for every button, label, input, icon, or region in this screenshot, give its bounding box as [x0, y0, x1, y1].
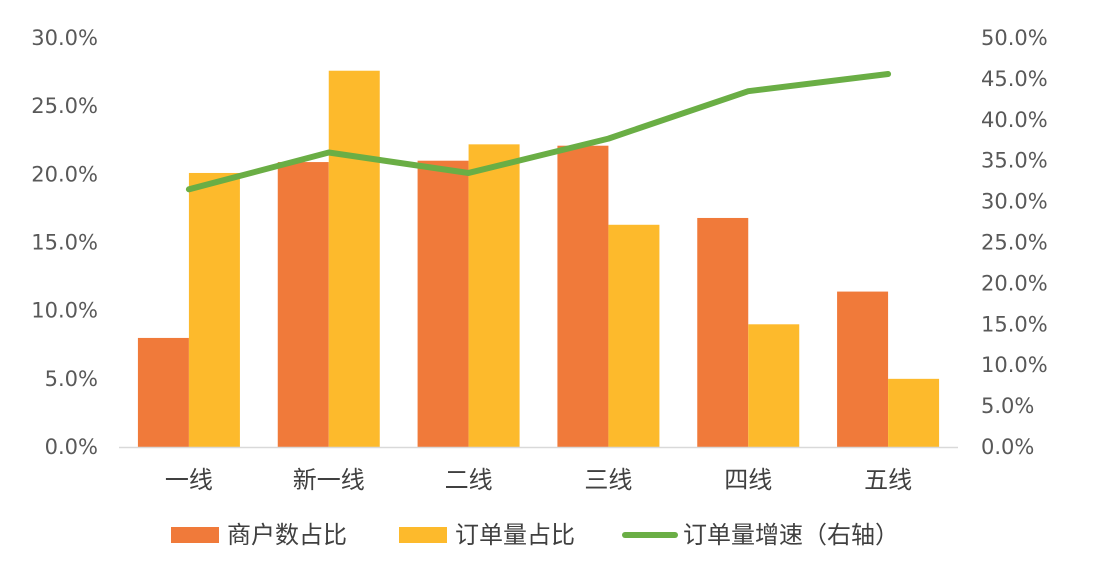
bar-merchant-share-4 [697, 217, 749, 447]
y-left-tick-label: 15.0% [31, 231, 98, 255]
bar-order-share-0 [188, 172, 240, 447]
y-right-tick-label: 25.0% [981, 231, 1048, 255]
y-left-tick-label: 5.0% [45, 367, 98, 391]
legend: 商户数占比 订单量占比 订单量增速（右轴） [171, 521, 899, 549]
y-right-tick-label: 45.0% [981, 67, 1048, 91]
y-right-tick-label: 20.0% [981, 271, 1048, 295]
legend-swatch-1 [399, 527, 447, 543]
x-tick-label: 四线 [724, 466, 772, 494]
x-tick-label: 新一线 [293, 466, 365, 494]
legend-swatch-0 [171, 527, 219, 543]
bar-merchant-share-3 [557, 145, 609, 447]
bars-layer [137, 70, 940, 447]
x-tick-label: 五线 [864, 466, 912, 494]
y-left-tick-label: 10.0% [31, 299, 98, 323]
y-right-tick-label: 15.0% [981, 312, 1048, 336]
y-right-tick-label: 50.0% [981, 26, 1048, 50]
bar-order-share-2 [468, 144, 520, 447]
bar-merchant-share-5 [837, 291, 889, 447]
line-order-growth [185, 70, 892, 193]
bar-order-share-5 [888, 378, 940, 447]
line-layer [185, 70, 892, 193]
y-right-tick-label: 40.0% [981, 108, 1048, 132]
y-right-tick-label: 10.0% [981, 353, 1048, 377]
bar-merchant-share-2 [417, 160, 469, 447]
x-tick-label: 三线 [584, 466, 632, 494]
legend-label-1: 订单量占比 [455, 521, 575, 549]
y-left-tick-label: 25.0% [31, 94, 98, 118]
y-right-tick-label: 0.0% [981, 435, 1034, 459]
x-tick-label: 一线 [165, 466, 213, 494]
y-left-tick-label: 0.0% [45, 435, 98, 459]
bar-order-share-1 [328, 70, 380, 447]
y-left-tick-label: 20.0% [31, 162, 98, 186]
y-right-tick-label: 5.0% [981, 394, 1034, 418]
bar-merchant-share-0 [137, 337, 189, 447]
y-right-tick-label: 35.0% [981, 149, 1048, 173]
y-right-tick-label: 30.0% [981, 190, 1048, 214]
x-tick-label: 二线 [445, 466, 493, 494]
legend-label-2: 订单量增速（右轴） [683, 521, 899, 549]
y-left-tick-label: 30.0% [31, 26, 98, 50]
bar-order-share-3 [608, 224, 660, 447]
bar-merchant-share-1 [277, 162, 329, 447]
bar-order-share-4 [748, 324, 800, 447]
axis-layer: 一线 新一线 二线 三线 四线 五线 0.0% 5.0% 10.0% 15.0% 20.0% 25.0… [31, 26, 1047, 494]
legend-label-0: 商户数占比 [227, 521, 347, 549]
